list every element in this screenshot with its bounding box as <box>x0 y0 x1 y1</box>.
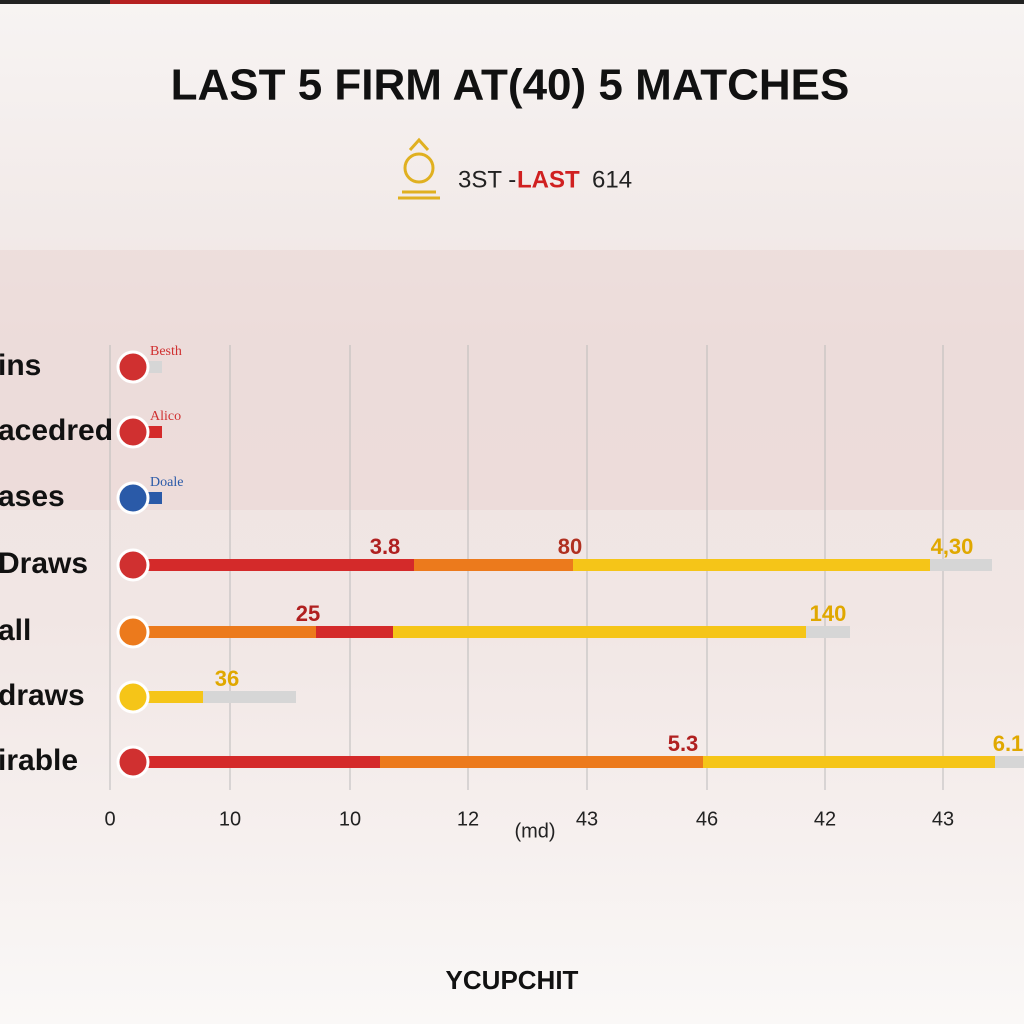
bar-segment <box>995 756 1024 768</box>
team-icon <box>116 745 150 779</box>
bar-segment <box>203 691 296 703</box>
x-tick-label: 10 <box>339 808 361 830</box>
value-label: 3.8 <box>370 534 401 559</box>
bar-segment <box>573 559 930 571</box>
team-icon <box>116 548 150 582</box>
row-label: all <box>0 614 31 647</box>
team-icon <box>116 350 150 384</box>
bar-segment <box>130 559 414 571</box>
x-tick-label: 12 <box>457 808 479 830</box>
row-label: acedred <box>0 414 113 447</box>
bar-segment <box>806 626 850 638</box>
x-tick-label: 43 <box>576 808 598 830</box>
x-tick-label: 43 <box>932 808 954 830</box>
team-icon <box>116 615 150 649</box>
bar-segment <box>130 626 316 638</box>
team-icon <box>116 481 150 515</box>
value-label: 140 <box>810 601 847 626</box>
bar-segment <box>930 559 992 571</box>
bar-segment <box>393 626 806 638</box>
x-tick-label: 0 <box>104 808 115 830</box>
team-icon <box>116 680 150 714</box>
icon-label: Alico <box>150 409 181 424</box>
row-label: irable <box>0 744 78 777</box>
value-label: 4,30 <box>931 534 974 559</box>
title: LAST 5 FIRM AT(40) 5 MATCHES <box>171 61 850 110</box>
top-bar <box>0 0 1024 4</box>
icon-label: Doale <box>150 475 183 490</box>
row-label: draws <box>0 679 85 712</box>
x-tick-label: 42 <box>814 808 836 830</box>
team-icon <box>116 415 150 449</box>
trophy-icon <box>398 137 440 200</box>
x-tick-label: 10 <box>219 808 241 830</box>
top-bar-accent <box>110 0 270 4</box>
row-label: ins <box>0 349 41 382</box>
subtitle-right: 614 <box>592 166 632 193</box>
icon-label: Besth <box>150 344 182 359</box>
axis-label: (md) <box>514 820 555 842</box>
x-tick-label: 46 <box>696 808 718 830</box>
value-label: 5.3 <box>668 731 699 756</box>
subtitle-left: 3ST - <box>458 166 516 193</box>
subtitle-highlight: LAST <box>517 166 580 193</box>
bar-segment <box>380 756 703 768</box>
value-label: 80 <box>558 534 582 559</box>
value-label: 36 <box>215 666 239 691</box>
stadium-backdrop <box>0 250 1024 510</box>
bar-segment <box>703 756 995 768</box>
bar-segment <box>414 559 573 571</box>
value-label: 25 <box>296 601 320 626</box>
row-label: ases <box>0 480 65 513</box>
row-label: Draws <box>0 547 88 580</box>
footer: YCUPCHIT <box>446 965 579 995</box>
bar-segment <box>316 626 393 638</box>
bar-segment <box>130 756 380 768</box>
value-label: 6.1 <box>993 731 1024 756</box>
